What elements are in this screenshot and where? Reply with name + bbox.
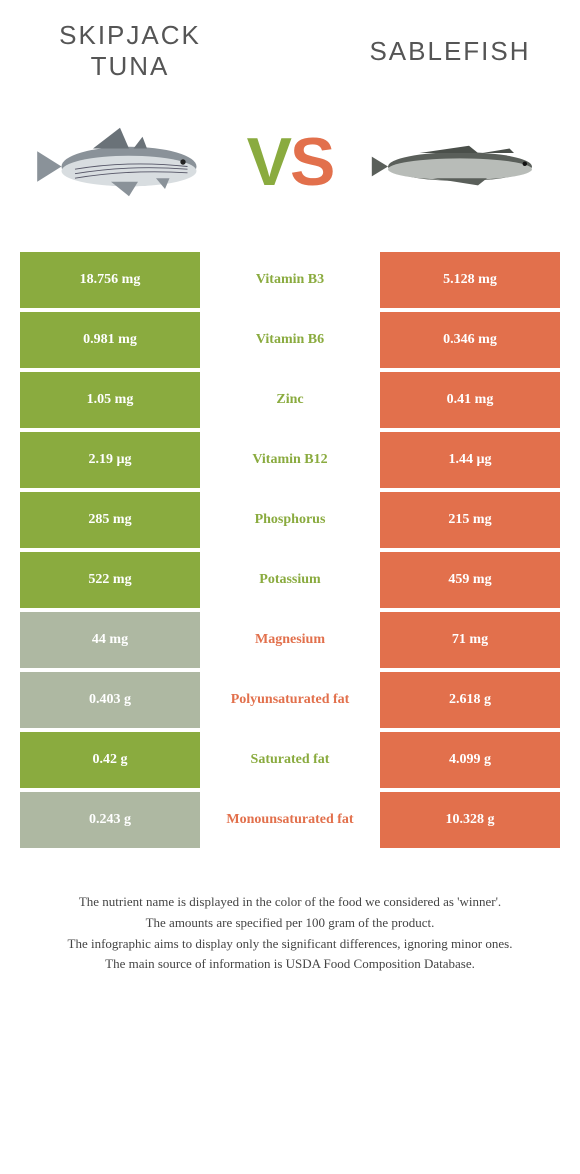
- nutrient-label: Zinc: [200, 372, 380, 428]
- title-left: SKIPJACK TUNA: [40, 20, 220, 82]
- left-value: 0.403 g: [20, 672, 200, 728]
- right-value: 1.44 µg: [380, 432, 560, 488]
- left-value: 522 mg: [20, 552, 200, 608]
- right-value: 459 mg: [380, 552, 560, 608]
- left-value: 0.42 g: [20, 732, 200, 788]
- right-value: 0.346 mg: [380, 312, 560, 368]
- right-value: 4.099 g: [380, 732, 560, 788]
- footnotes: The nutrient name is displayed in the co…: [0, 852, 580, 1005]
- left-value: 0.981 mg: [20, 312, 200, 368]
- table-row: 44 mgMagnesium71 mg: [20, 612, 560, 668]
- sablefish-icon: [370, 112, 550, 212]
- footnote-line: The infographic aims to display only the…: [30, 934, 550, 955]
- right-value: 5.128 mg: [380, 252, 560, 308]
- left-value: 1.05 mg: [20, 372, 200, 428]
- nutrient-label: Phosphorus: [200, 492, 380, 548]
- fish-row: VS: [0, 92, 580, 252]
- nutrient-label: Magnesium: [200, 612, 380, 668]
- left-value: 2.19 µg: [20, 432, 200, 488]
- right-value: 71 mg: [380, 612, 560, 668]
- footnote-line: The amounts are specified per 100 gram o…: [30, 913, 550, 934]
- left-value: 18.756 mg: [20, 252, 200, 308]
- nutrient-label: Saturated fat: [200, 732, 380, 788]
- nutrient-table: 18.756 mgVitamin B35.128 mg0.981 mgVitam…: [0, 252, 580, 848]
- footnote-line: The nutrient name is displayed in the co…: [30, 892, 550, 913]
- table-row: 18.756 mgVitamin B35.128 mg: [20, 252, 560, 308]
- nutrient-label: Polyunsaturated fat: [200, 672, 380, 728]
- table-row: 0.403 gPolyunsaturated fat2.618 g: [20, 672, 560, 728]
- right-value: 0.41 mg: [380, 372, 560, 428]
- header: SKIPJACK TUNA SABLEFISH: [0, 0, 580, 92]
- table-row: 0.243 gMonounsaturated fat10.328 g: [20, 792, 560, 848]
- nutrient-label: Vitamin B12: [200, 432, 380, 488]
- table-row: 522 mgPotassium459 mg: [20, 552, 560, 608]
- nutrient-label: Monounsaturated fat: [200, 792, 380, 848]
- left-value: 0.243 g: [20, 792, 200, 848]
- table-row: 0.42 gSaturated fat4.099 g: [20, 732, 560, 788]
- right-value: 215 mg: [380, 492, 560, 548]
- vs-v: V: [247, 124, 290, 200]
- skipjack-tuna-icon: [30, 112, 210, 212]
- vs-label: VS: [247, 123, 334, 201]
- nutrient-label: Potassium: [200, 552, 380, 608]
- right-value: 10.328 g: [380, 792, 560, 848]
- vs-s: S: [290, 124, 333, 200]
- nutrient-label: Vitamin B6: [200, 312, 380, 368]
- footnote-line: The main source of information is USDA F…: [30, 954, 550, 975]
- table-row: 1.05 mgZinc0.41 mg: [20, 372, 560, 428]
- left-value: 44 mg: [20, 612, 200, 668]
- title-right: SABLEFISH: [360, 36, 540, 67]
- table-row: 0.981 mgVitamin B60.346 mg: [20, 312, 560, 368]
- nutrient-label: Vitamin B3: [200, 252, 380, 308]
- table-row: 285 mgPhosphorus215 mg: [20, 492, 560, 548]
- table-row: 2.19 µgVitamin B121.44 µg: [20, 432, 560, 488]
- right-value: 2.618 g: [380, 672, 560, 728]
- left-value: 285 mg: [20, 492, 200, 548]
